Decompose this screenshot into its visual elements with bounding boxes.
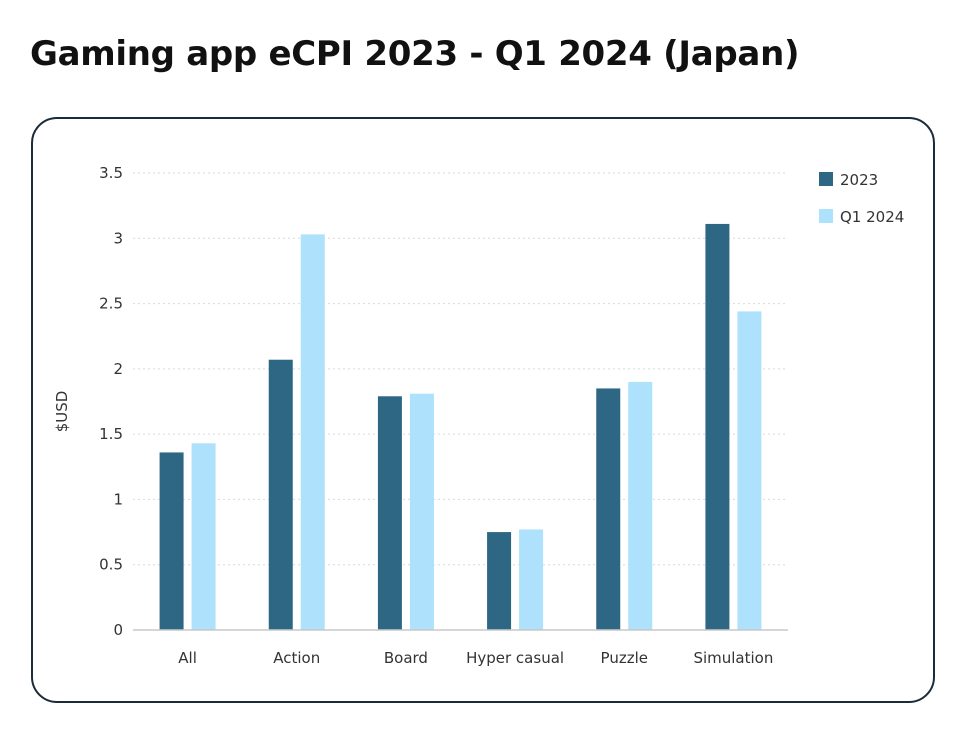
bar [737, 311, 762, 630]
bar [628, 381, 653, 630]
y-axis-label: $USD [53, 391, 71, 433]
bar [705, 223, 730, 630]
bar [268, 359, 293, 630]
y-tick-label: 2.5 [99, 295, 123, 313]
y-tick-label: 1.5 [99, 425, 123, 443]
y-tick-label: 3 [113, 229, 123, 247]
bar [596, 388, 621, 630]
legend-label: 2023 [840, 171, 878, 189]
y-tick-label: 1 [113, 490, 123, 508]
bar [159, 452, 184, 630]
x-tick-label: Board [384, 649, 428, 667]
x-tick-label: All [178, 649, 197, 667]
bar [191, 443, 216, 630]
x-tick-label: Simulation [693, 649, 773, 667]
bar [300, 234, 325, 630]
x-tick-label: Action [273, 649, 320, 667]
chart-title: Gaming app eCPI 2023 - Q1 2024 (Japan) [30, 34, 800, 74]
y-tick-label: 0.5 [99, 556, 123, 574]
x-tick-label: Puzzle [601, 649, 648, 667]
x-tick-label: Hyper casual [466, 649, 564, 667]
y-tick-label: 3.5 [99, 164, 123, 182]
bar [409, 393, 434, 630]
legend-label: Q1 2024 [840, 208, 904, 226]
bar [519, 529, 544, 630]
bar [487, 532, 512, 630]
bar [377, 396, 402, 630]
legend-swatch [819, 172, 833, 186]
y-tick-label: 0 [113, 621, 123, 639]
y-tick-label: 2 [113, 360, 123, 378]
legend-swatch [819, 209, 833, 223]
